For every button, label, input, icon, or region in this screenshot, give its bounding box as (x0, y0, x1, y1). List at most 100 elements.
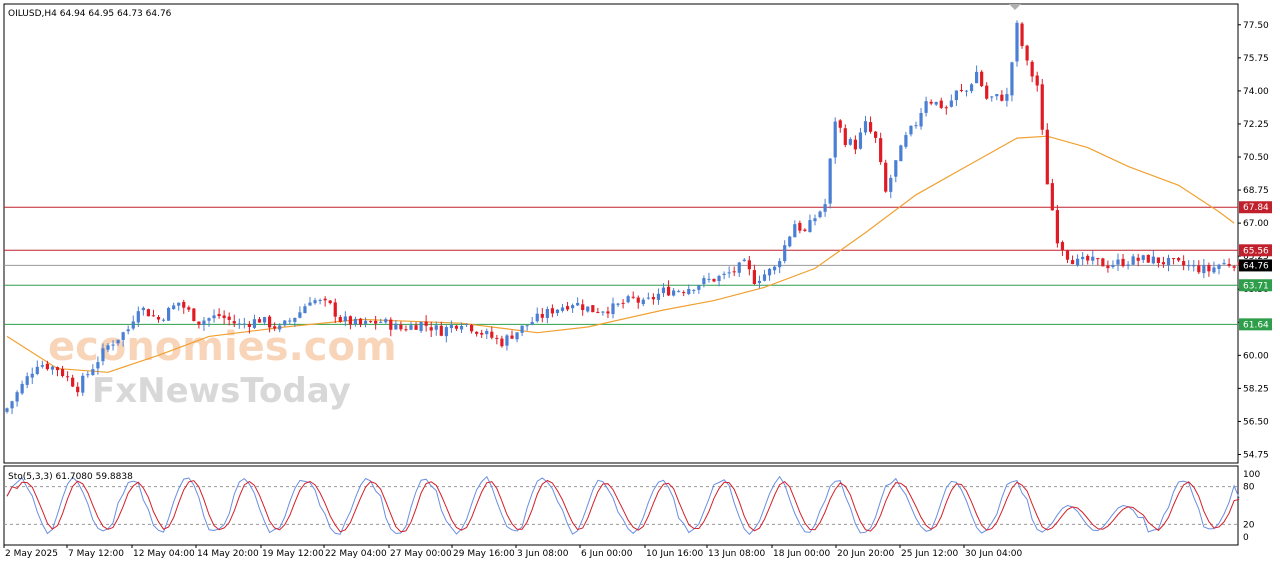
candle (106, 343, 110, 353)
candle (798, 220, 802, 234)
x-tick-label: 3 Jun 08:00 (517, 549, 569, 559)
candle (232, 314, 236, 328)
candle-body (1177, 258, 1181, 261)
candle-body (520, 325, 524, 333)
candle-body (1035, 75, 1039, 86)
shift-marker-icon[interactable] (1009, 4, 1021, 10)
candle (1212, 261, 1216, 274)
candle-body (904, 135, 908, 147)
candle-body (944, 107, 948, 109)
candle (136, 306, 140, 328)
candle-body (374, 320, 378, 324)
candle-body (1121, 258, 1125, 267)
candle (217, 308, 221, 319)
candle-body (470, 324, 474, 332)
symbol-header: OILUSD,H4 64.94 64.95 64.73 64.76 (8, 9, 172, 19)
candle (1060, 240, 1065, 256)
candle-body (96, 362, 100, 369)
candle (167, 306, 171, 321)
candle (813, 214, 817, 226)
candle-body (131, 321, 135, 329)
candle (76, 382, 80, 397)
candle-body (621, 302, 625, 304)
candle (1091, 250, 1095, 265)
candle (702, 275, 706, 288)
level-label-box (1239, 244, 1272, 257)
candle (374, 315, 378, 330)
candle-body (793, 224, 797, 238)
candle (1015, 20, 1019, 67)
candle (742, 257, 746, 262)
y-tick-label: 70.50 (1243, 153, 1269, 163)
candle (808, 214, 812, 233)
candle (177, 302, 181, 311)
candle-body (677, 291, 681, 293)
candle (71, 374, 75, 388)
candle (954, 90, 958, 106)
time-axis: 2 May 2025 7 May 12:00 12 May 04:00 14 May … (3, 545, 1022, 559)
candle-body (762, 274, 767, 281)
candle-body (480, 332, 484, 335)
candle (626, 294, 630, 304)
candle-body (146, 309, 150, 317)
level-label-box (1239, 259, 1272, 272)
candle (242, 317, 246, 329)
x-tick-label: 22 May 04:00 (325, 549, 387, 559)
candle (293, 317, 297, 327)
candle-body (1232, 266, 1236, 268)
candle (666, 280, 671, 297)
candle (1086, 254, 1090, 265)
candle-body (429, 327, 433, 331)
candle-body (767, 268, 772, 276)
candle (555, 309, 560, 317)
candle (944, 105, 948, 115)
candle-body (1020, 23, 1024, 46)
candle (470, 323, 474, 334)
candle-body (1182, 261, 1186, 266)
candle (697, 284, 701, 294)
candle-body (1106, 265, 1110, 269)
y-tick-label: 65.25 (1243, 252, 1269, 262)
candle (752, 264, 756, 285)
ma-line (6, 135, 1235, 373)
candle (803, 228, 807, 232)
candle (995, 93, 999, 101)
candle (1177, 257, 1181, 263)
candle (197, 321, 201, 329)
candle (182, 299, 186, 314)
stochastic-oscillator (4, 475, 1240, 536)
candle (1202, 258, 1206, 279)
candle-body (298, 312, 302, 318)
candle-body (30, 373, 34, 378)
candle-body (894, 160, 898, 177)
candle-body (964, 90, 969, 92)
candle (66, 371, 70, 382)
candle (833, 117, 837, 164)
candle (909, 125, 913, 137)
candle (641, 297, 645, 307)
candle-body (656, 293, 661, 300)
candle-body (838, 120, 842, 128)
candle-body (1126, 264, 1130, 266)
candle (1141, 254, 1145, 264)
candle (788, 235, 792, 248)
candle (848, 137, 852, 146)
candle-body (237, 323, 241, 325)
candle-body (1197, 265, 1201, 273)
candle-body (81, 375, 85, 393)
candle-body (555, 309, 560, 314)
candle (621, 299, 625, 309)
candle (505, 334, 509, 351)
candle (964, 89, 969, 97)
candle-body (15, 392, 19, 402)
candle (414, 322, 418, 330)
candle-body (464, 323, 469, 325)
candle (1187, 260, 1191, 271)
candle (1227, 258, 1231, 268)
candle (672, 287, 676, 297)
candle (969, 83, 974, 94)
candle (828, 157, 832, 209)
candle-body (1111, 265, 1115, 268)
candle-body (606, 311, 610, 314)
candle (687, 284, 691, 296)
